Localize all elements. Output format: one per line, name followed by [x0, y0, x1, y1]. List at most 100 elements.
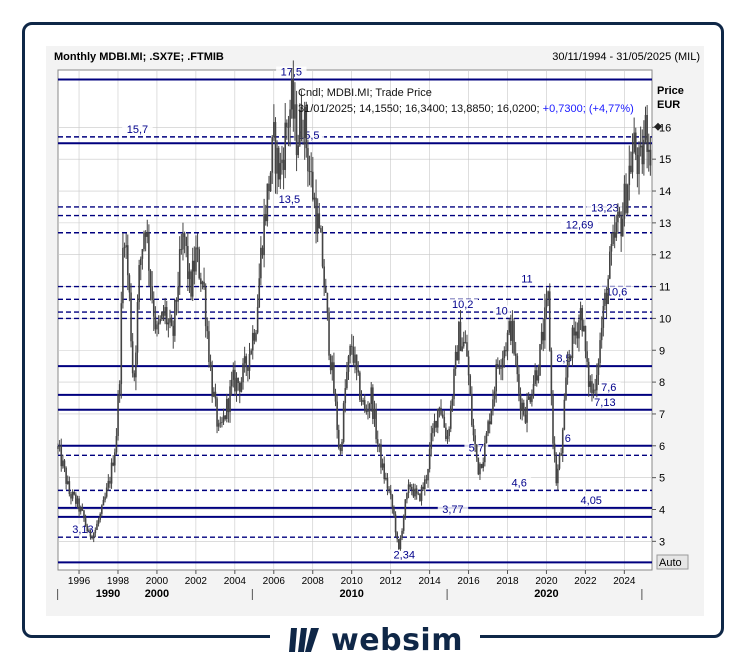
candle-body [495, 364, 497, 392]
candle-body [216, 398, 218, 427]
candle-body [201, 281, 204, 285]
candle-body [279, 163, 282, 180]
candle-body [174, 299, 176, 336]
candle-body [383, 463, 386, 480]
y-axis-unit: EUR [657, 99, 680, 111]
candle-body [448, 428, 450, 437]
candle-body [188, 271, 191, 280]
candle-body [362, 400, 364, 402]
candle-body [596, 374, 598, 391]
candle-body [381, 463, 384, 468]
chart-title: Monthly MDBI.MI; .SX7E; .FTMIB [54, 51, 224, 63]
candle-body [435, 420, 437, 428]
candle-body [399, 537, 402, 549]
candle-body [355, 354, 358, 370]
candle-body [107, 480, 110, 488]
candle-body [378, 443, 381, 445]
candle-body [610, 244, 613, 252]
level-label: 6 [565, 433, 571, 445]
candle-body [425, 479, 428, 481]
y-tick-label: 9 [659, 345, 665, 357]
candle-body [92, 533, 95, 539]
candle-body [172, 325, 175, 336]
candle-body [276, 147, 278, 174]
candle-body [376, 439, 379, 444]
candle-body [260, 247, 262, 279]
candle-body [141, 249, 144, 259]
candle-body [148, 232, 150, 271]
candle-body [391, 494, 394, 508]
candle-body [386, 477, 389, 489]
level-label-bg [493, 305, 511, 317]
candle-body [545, 298, 548, 308]
candle-body [294, 104, 296, 119]
candle-body [638, 147, 640, 175]
candle-body [253, 332, 256, 341]
candle-body [411, 486, 413, 490]
candle-body [139, 258, 142, 266]
candle-body [247, 367, 249, 371]
candle-body [617, 211, 619, 223]
y-tick-label: 16 [659, 122, 671, 134]
level-label: 11 [521, 274, 532, 286]
candle-body [456, 351, 459, 361]
candle-body [453, 368, 455, 400]
candle-body [200, 278, 202, 285]
candle-body [521, 402, 523, 411]
candle-body [419, 493, 421, 501]
candle-body [190, 271, 192, 297]
candle-body [503, 350, 506, 358]
candle-body [600, 327, 603, 341]
candle-body [261, 247, 264, 256]
candle-body [621, 218, 624, 237]
candle-body [357, 369, 360, 373]
candle-body [643, 139, 645, 165]
candle-body [539, 344, 541, 376]
level-label-bg [596, 381, 621, 393]
level-label: 3,13 [72, 524, 93, 536]
level-label: 2,34 [394, 549, 415, 561]
candle-body [432, 428, 434, 434]
candle-body [566, 359, 569, 378]
level-label-bg [447, 299, 478, 311]
candle-body [526, 399, 528, 423]
candle-body [449, 405, 452, 429]
candle-body [597, 363, 600, 375]
candle-body [568, 355, 571, 360]
candle-body [125, 245, 127, 248]
candle-body [94, 529, 97, 534]
candle-body [451, 399, 454, 406]
candle-body [487, 421, 489, 434]
candle-body [537, 375, 540, 381]
level-label: 13,23 [591, 203, 619, 215]
candle-body [308, 171, 311, 173]
candle-body [180, 249, 183, 251]
candle-body [516, 355, 519, 375]
candle-body [446, 436, 449, 440]
candle-body [560, 453, 562, 456]
candle-body [245, 356, 248, 368]
candle-body [234, 369, 236, 392]
candle-body [373, 409, 376, 419]
candle-body [191, 260, 194, 297]
candle-body [625, 183, 627, 213]
candle-body [303, 106, 306, 138]
candle-body [225, 398, 228, 420]
candle-body [213, 391, 215, 397]
candle-body [542, 331, 545, 341]
candle-body [430, 433, 433, 449]
candle-body [91, 536, 93, 539]
candle-body [222, 415, 225, 423]
candle-body [162, 311, 165, 316]
auto-scale-button[interactable]: Auto [656, 554, 689, 570]
candle-body [360, 399, 363, 402]
candle-body [341, 441, 343, 452]
candle-body [511, 320, 514, 341]
level-label-bg [562, 432, 574, 444]
candle-body [143, 232, 145, 250]
candle-body [385, 477, 387, 480]
candle-body [409, 484, 411, 487]
candle-body [286, 122, 288, 128]
candle-body [613, 232, 616, 238]
candle-body [472, 425, 475, 436]
